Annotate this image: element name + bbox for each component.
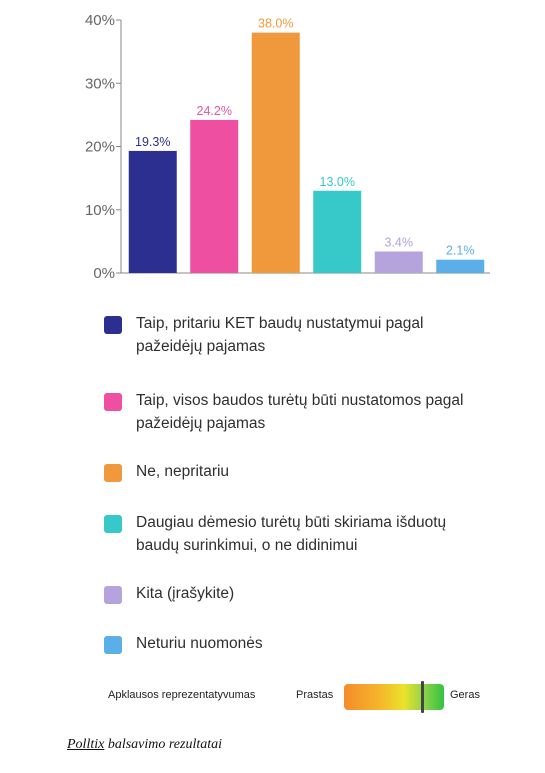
y-tick-label: 10% [85, 202, 115, 219]
legend-label: Kita (įrašykite) [136, 585, 235, 602]
legend-label: Taip, pritariu KET baudų nustatymui paga… [136, 315, 424, 355]
bar [313, 190, 362, 273]
bars [128, 32, 485, 274]
bar [251, 32, 300, 274]
value-labels: 19.3% 24.2% 38.0% 13.0% 3.4% 2.1% [135, 17, 474, 258]
representativeness-marker [420, 681, 424, 713]
legend-item: Ne, nepritariu [104, 460, 229, 483]
y-tick-label: 40% [85, 12, 115, 29]
y-tick-label: 30% [85, 75, 115, 92]
bar-value-label: 13.0% [320, 175, 355, 189]
legend-swatch [104, 464, 122, 482]
bar-chart: 0% 10% 20% 30% 40% 19.3% 24.2% 38.0% 13.0% 3.4% 2… [85, 12, 490, 282]
legend-item: Daugiau dėmesio turėtų būti skiriama išd… [104, 511, 446, 557]
y-tick-label: 0% [93, 265, 115, 282]
legend-swatch [104, 393, 122, 411]
bar-value-label: 38.0% [258, 17, 293, 31]
bar [128, 150, 177, 273]
y-tick-label: 20% [85, 139, 115, 156]
representativeness-gradient-bar [344, 681, 444, 713]
legend-swatch [104, 586, 122, 604]
caption-text: balsavimo rezultatai [104, 737, 223, 752]
legend-item: Kita (įrašykite) [104, 582, 234, 605]
bar [436, 259, 485, 273]
legend-label: Neturiu nuomonės [136, 635, 263, 652]
representativeness-indicator: Apklausos reprezentatyvumas Prastas Gera… [108, 681, 508, 713]
legend-swatch [104, 316, 122, 334]
bar-value-label: 2.1% [446, 244, 475, 258]
legend-item: Neturiu nuomonės [104, 632, 263, 655]
bar-value-label: 24.2% [197, 104, 232, 118]
legend-swatch [104, 515, 122, 533]
bar [374, 251, 423, 273]
caption: Polltix balsavimo rezultatai [67, 737, 222, 753]
legend-swatch [104, 636, 122, 654]
poor-label: Prastas [296, 689, 334, 701]
y-axis: 0% 10% 20% 30% 40% [85, 12, 490, 282]
legend-label: Daugiau dėmesio turėtų būti skiriama išd… [136, 514, 447, 554]
good-label: Geras [450, 689, 480, 701]
caption-source: Polltix [67, 737, 105, 752]
legend-item: Taip, pritariu KET baudų nustatymui paga… [104, 312, 424, 358]
representativeness-label: Apklausos reprezentatyvumas [108, 689, 256, 701]
bar-value-label: 3.4% [385, 235, 414, 249]
bar [190, 119, 239, 273]
bar-value-label: 19.3% [135, 135, 170, 149]
legend-label: Taip, visos baudos turėtų būti nustatomo… [136, 392, 464, 432]
legend-item: Taip, visos baudos turėtų būti nustatomo… [104, 389, 463, 435]
legend-label: Ne, nepritariu [136, 463, 230, 480]
